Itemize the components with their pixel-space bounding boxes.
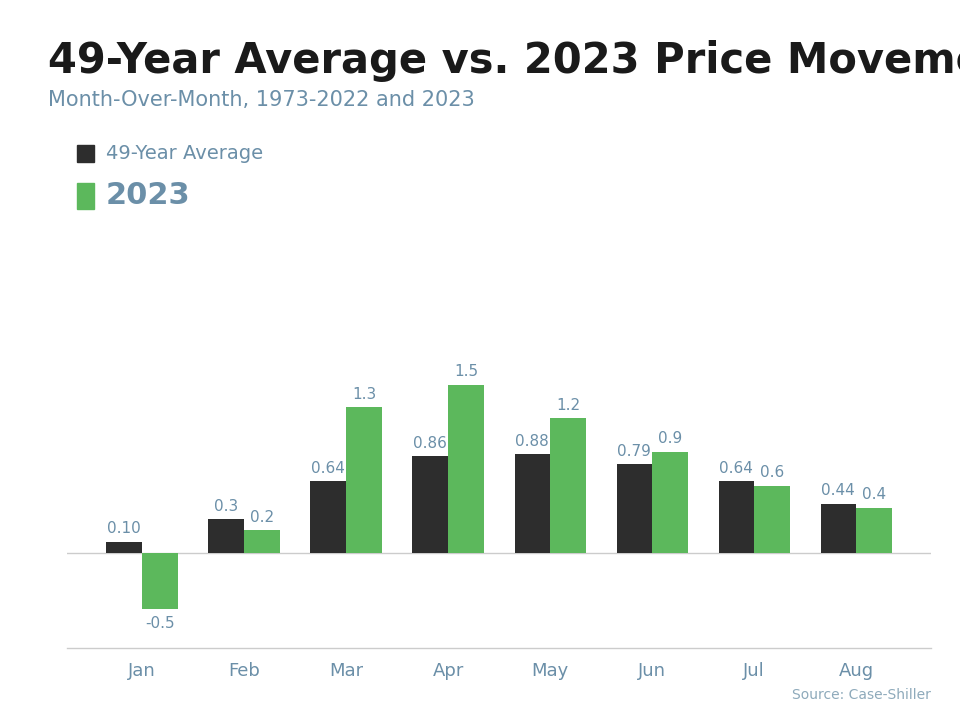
Text: 49-Year Average vs. 2023 Price Movement: 49-Year Average vs. 2023 Price Movement — [48, 40, 960, 81]
Text: 0.79: 0.79 — [617, 444, 651, 459]
Text: Source: Case-Shiller: Source: Case-Shiller — [792, 688, 931, 702]
Text: 2023: 2023 — [106, 181, 190, 210]
Text: Month-Over-Month, 1973-2022 and 2023: Month-Over-Month, 1973-2022 and 2023 — [48, 90, 475, 110]
Bar — [718, 481, 755, 553]
Text: 0.86: 0.86 — [414, 436, 447, 451]
Text: 0.2: 0.2 — [250, 510, 275, 525]
Text: 0.88: 0.88 — [516, 433, 549, 449]
Text: 0.44: 0.44 — [822, 483, 855, 498]
Text: 1.3: 1.3 — [352, 387, 376, 402]
Bar — [755, 485, 790, 553]
Bar — [616, 464, 652, 553]
Text: 0.4: 0.4 — [862, 487, 886, 503]
Bar — [550, 418, 586, 553]
Text: 0.10: 0.10 — [108, 521, 141, 536]
Text: 0.6: 0.6 — [760, 465, 784, 480]
Bar — [448, 384, 484, 553]
Bar — [413, 456, 448, 553]
Bar — [347, 408, 382, 553]
Bar — [208, 519, 244, 553]
Text: 0.9: 0.9 — [658, 431, 683, 446]
Text: 49-Year Average: 49-Year Average — [106, 144, 263, 163]
Text: 0.64: 0.64 — [719, 461, 754, 475]
Bar — [310, 481, 347, 553]
Bar — [515, 454, 550, 553]
Bar — [107, 541, 142, 553]
Bar — [652, 452, 688, 553]
Bar — [856, 508, 892, 553]
Text: 0.64: 0.64 — [311, 461, 346, 475]
Bar — [244, 531, 280, 553]
Bar — [821, 503, 856, 553]
Bar — [142, 553, 178, 609]
Text: 0.3: 0.3 — [214, 498, 238, 513]
Text: -0.5: -0.5 — [145, 616, 175, 631]
Text: 1.2: 1.2 — [556, 397, 580, 413]
Text: 1.5: 1.5 — [454, 364, 478, 379]
